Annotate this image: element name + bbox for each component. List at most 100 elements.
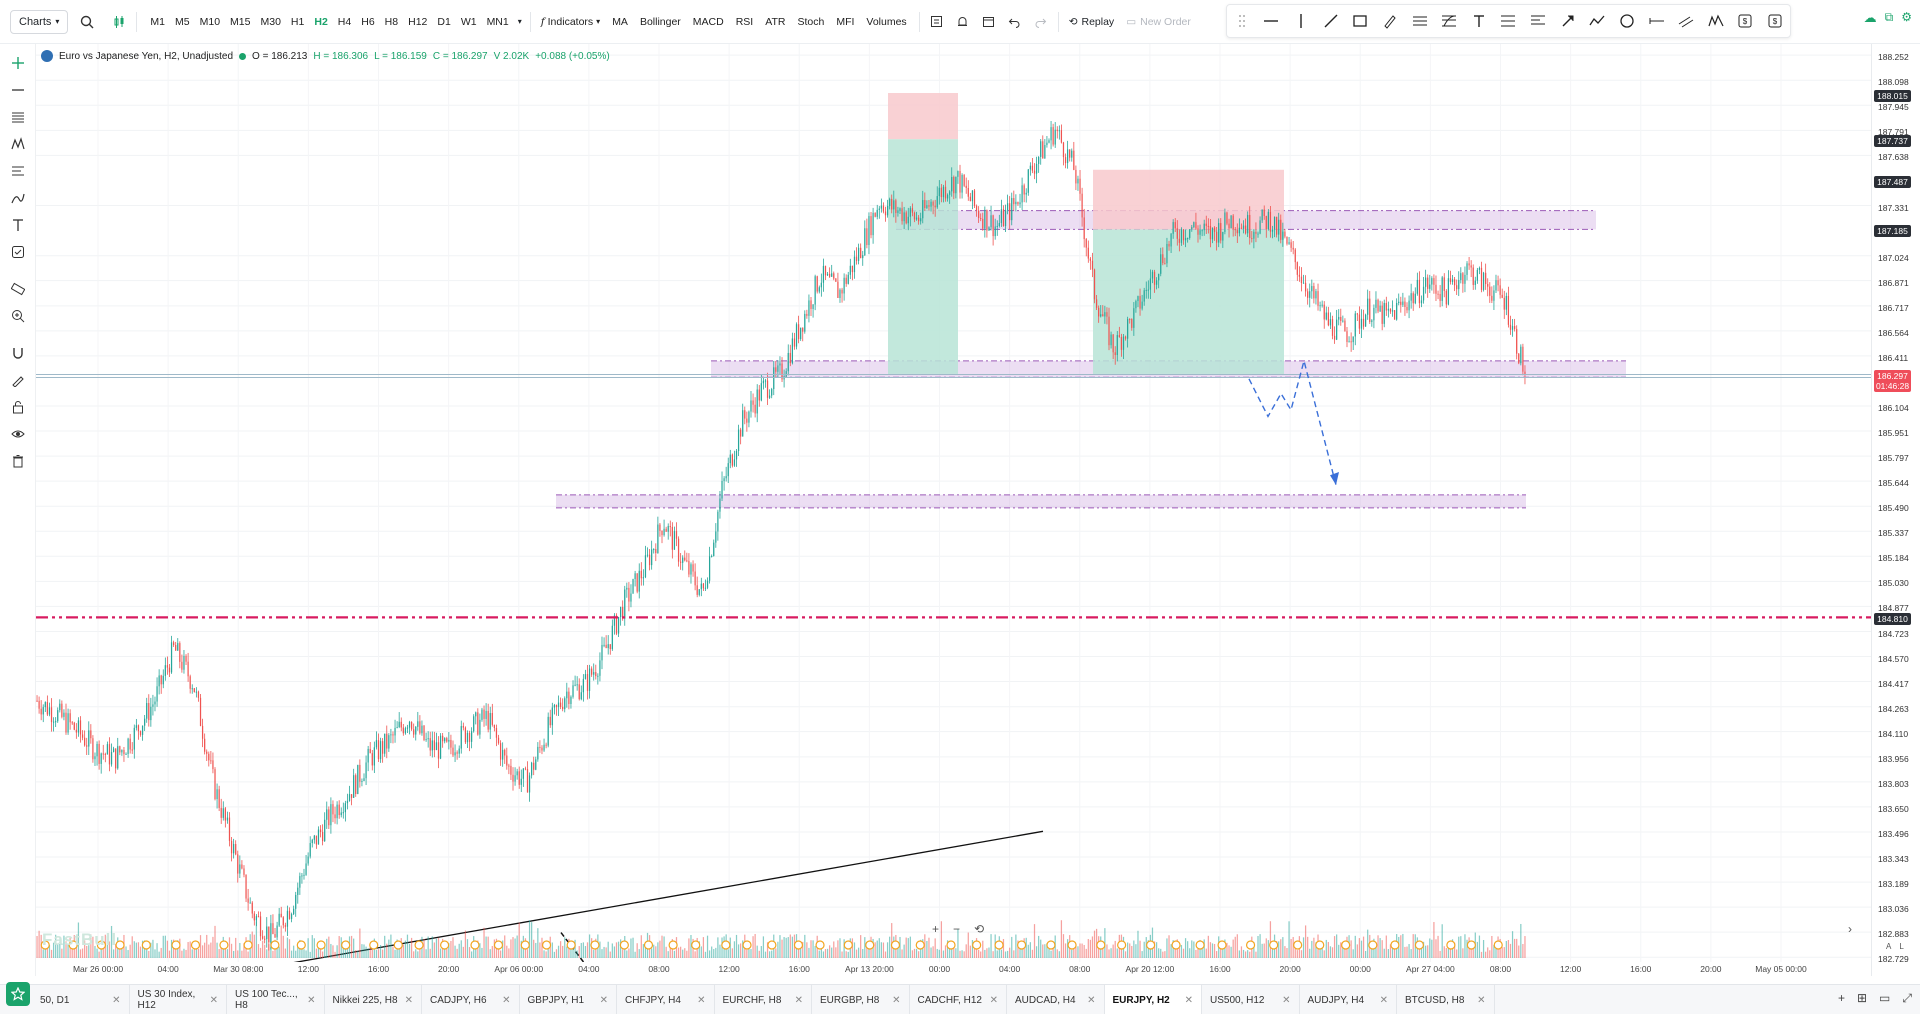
- timeframe-h2[interactable]: H2: [314, 15, 328, 28]
- circle-icon[interactable]: [1615, 9, 1639, 33]
- horizontal-line-icon[interactable]: [1259, 9, 1283, 33]
- ruler-icon[interactable]: [5, 276, 31, 302]
- pattern-icon[interactable]: [5, 131, 31, 157]
- charts-dropdown[interactable]: Charts ▾: [10, 9, 69, 34]
- timeframe-h1[interactable]: H1: [290, 15, 305, 28]
- close-icon[interactable]: ✕: [599, 994, 608, 1006]
- replay-button[interactable]: ⟲ Replay: [1063, 16, 1121, 28]
- zoom-out-icon[interactable]: −: [953, 922, 961, 936]
- settings-icon[interactable]: ⚙: [1901, 10, 1912, 24]
- alert-icon[interactable]: [950, 9, 976, 35]
- trend-line-icon[interactable]: [1319, 9, 1343, 33]
- timeframe-h8[interactable]: H8: [384, 15, 399, 28]
- close-icon[interactable]: ✕: [1282, 994, 1291, 1006]
- symbol-tab[interactable]: AUDJPY, H4 ✕: [1300, 985, 1397, 1014]
- indicator-ma[interactable]: MA: [612, 15, 628, 28]
- pattern-icon[interactable]: [1704, 9, 1728, 33]
- zoom-in-icon[interactable]: +: [932, 922, 940, 936]
- eye-icon[interactable]: [5, 421, 31, 447]
- fib-retracement-icon[interactable]: [1437, 9, 1461, 33]
- symbol-tab[interactable]: EURCHF, H8 ✕: [715, 985, 812, 1014]
- template-icon[interactable]: [924, 9, 950, 35]
- text-icon[interactable]: [5, 212, 31, 238]
- price-chart[interactable]: [36, 44, 1871, 962]
- brush-icon[interactable]: [1378, 9, 1402, 33]
- external-window-icon[interactable]: ⧉: [1884, 10, 1894, 24]
- drag-handle-icon[interactable]: [1230, 9, 1254, 33]
- symbol-tab[interactable]: Nikkei 225, H8 ✕: [325, 985, 422, 1014]
- indicator-stoch[interactable]: Stoch: [797, 15, 825, 28]
- indicator-atr[interactable]: ATR: [765, 15, 786, 28]
- new-order-button[interactable]: ▭ New Order: [1120, 16, 1197, 28]
- timeframe-d1[interactable]: D1: [437, 15, 451, 28]
- timeframe-m30[interactable]: M30: [260, 15, 281, 28]
- indicator-rsi[interactable]: RSI: [735, 15, 754, 28]
- symbol-tab[interactable]: EURJPY, H2 ✕: [1104, 985, 1202, 1014]
- auto-scale-button[interactable]: A: [1886, 942, 1892, 951]
- draw-mode-icon[interactable]: [5, 367, 31, 393]
- channel-icon[interactable]: [5, 104, 31, 130]
- indicator-volumes[interactable]: Volumes: [866, 15, 907, 28]
- symbol-tab[interactable]: 50, D1 ✕: [32, 985, 130, 1014]
- timeframe-m15[interactable]: M15: [230, 15, 251, 28]
- timeframe-m5[interactable]: M5: [175, 15, 190, 28]
- gann-icon[interactable]: [1526, 9, 1550, 33]
- text-icon[interactable]: [1467, 9, 1491, 33]
- rectangle-icon[interactable]: [1348, 9, 1372, 33]
- lock-icon[interactable]: [5, 394, 31, 420]
- favorites-star-icon[interactable]: [6, 982, 30, 1006]
- close-icon[interactable]: ✕: [1087, 994, 1096, 1006]
- symbol-tab[interactable]: US500, H12 ✕: [1202, 985, 1300, 1014]
- indicators-button[interactable]: f Indicators ▾: [535, 16, 606, 28]
- minimize-icon[interactable]: ▭: [1879, 991, 1891, 1005]
- close-icon[interactable]: ✕: [697, 994, 706, 1006]
- parallel-lines-icon[interactable]: [1674, 9, 1698, 33]
- close-icon[interactable]: ✕: [1379, 994, 1388, 1006]
- search-icon[interactable]: [74, 9, 100, 35]
- fib-icon[interactable]: [5, 158, 31, 184]
- close-icon[interactable]: ✕: [112, 994, 121, 1006]
- symbol-tab[interactable]: US 30 Index, H12 ✕: [130, 985, 227, 1014]
- zoom-in-icon[interactable]: [5, 303, 31, 329]
- crosshair-icon[interactable]: [5, 50, 31, 76]
- indicator-bollinger[interactable]: Bollinger: [639, 15, 681, 28]
- fib-extension-icon[interactable]: [1496, 9, 1520, 33]
- timeframe-mn1[interactable]: MN1: [486, 15, 509, 28]
- channel-icon[interactable]: [1408, 9, 1432, 33]
- close-icon[interactable]: ✕: [404, 994, 413, 1006]
- symbol-tab[interactable]: US 100 Tec..., H8 ✕: [227, 985, 325, 1014]
- note-icon[interactable]: [5, 239, 31, 265]
- close-icon[interactable]: ✕: [892, 994, 901, 1006]
- timeframe-h12[interactable]: H12: [408, 15, 428, 28]
- close-icon[interactable]: ✕: [1184, 994, 1193, 1006]
- undo-icon[interactable]: [1002, 9, 1028, 35]
- time-axis[interactable]: Mar 26 00:00 04:00 Mar 30 08:00 12:00 16:00 2…: [36, 962, 1871, 978]
- symbol-tab[interactable]: BTCUSD, H8 ✕: [1397, 985, 1495, 1014]
- trash-icon[interactable]: [5, 448, 31, 474]
- reset-icon[interactable]: ⟲: [974, 922, 985, 936]
- cloud-upload-icon[interactable]: ☁: [1863, 10, 1877, 25]
- calendar-icon[interactable]: [976, 9, 1002, 35]
- close-icon[interactable]: ✕: [209, 994, 218, 1006]
- trend-curve-icon[interactable]: [5, 185, 31, 211]
- timeframe-m10[interactable]: M10: [199, 15, 221, 28]
- timeframe-h4[interactable]: H4: [337, 15, 352, 28]
- symbol-tab[interactable]: CADJPY, H6 ✕: [422, 985, 520, 1014]
- close-icon[interactable]: ✕: [307, 994, 316, 1006]
- fullscreen-icon[interactable]: ⤢: [1902, 991, 1912, 1005]
- add-tab-icon[interactable]: +: [1837, 991, 1845, 1005]
- close-icon[interactable]: ✕: [794, 994, 803, 1006]
- close-icon[interactable]: ✕: [502, 994, 511, 1006]
- indicator-mfi[interactable]: MFI: [836, 15, 855, 28]
- symbol-tab[interactable]: CADCHF, H12 ✕: [910, 985, 1007, 1014]
- timeframe-m1[interactable]: M1: [150, 15, 166, 28]
- horizontal-line-icon[interactable]: [5, 77, 31, 103]
- indicator-macd[interactable]: MACD: [692, 15, 724, 28]
- symbol-tab[interactable]: EURGBP, H8 ✕: [812, 985, 910, 1014]
- vertical-line-icon[interactable]: [1289, 9, 1313, 33]
- segment-icon[interactable]: [1645, 9, 1669, 33]
- close-icon[interactable]: ✕: [989, 994, 998, 1006]
- scroll-right-icon[interactable]: ›: [1848, 922, 1852, 936]
- candle-type-icon[interactable]: [106, 9, 132, 35]
- timeframe-w1[interactable]: W1: [460, 15, 477, 28]
